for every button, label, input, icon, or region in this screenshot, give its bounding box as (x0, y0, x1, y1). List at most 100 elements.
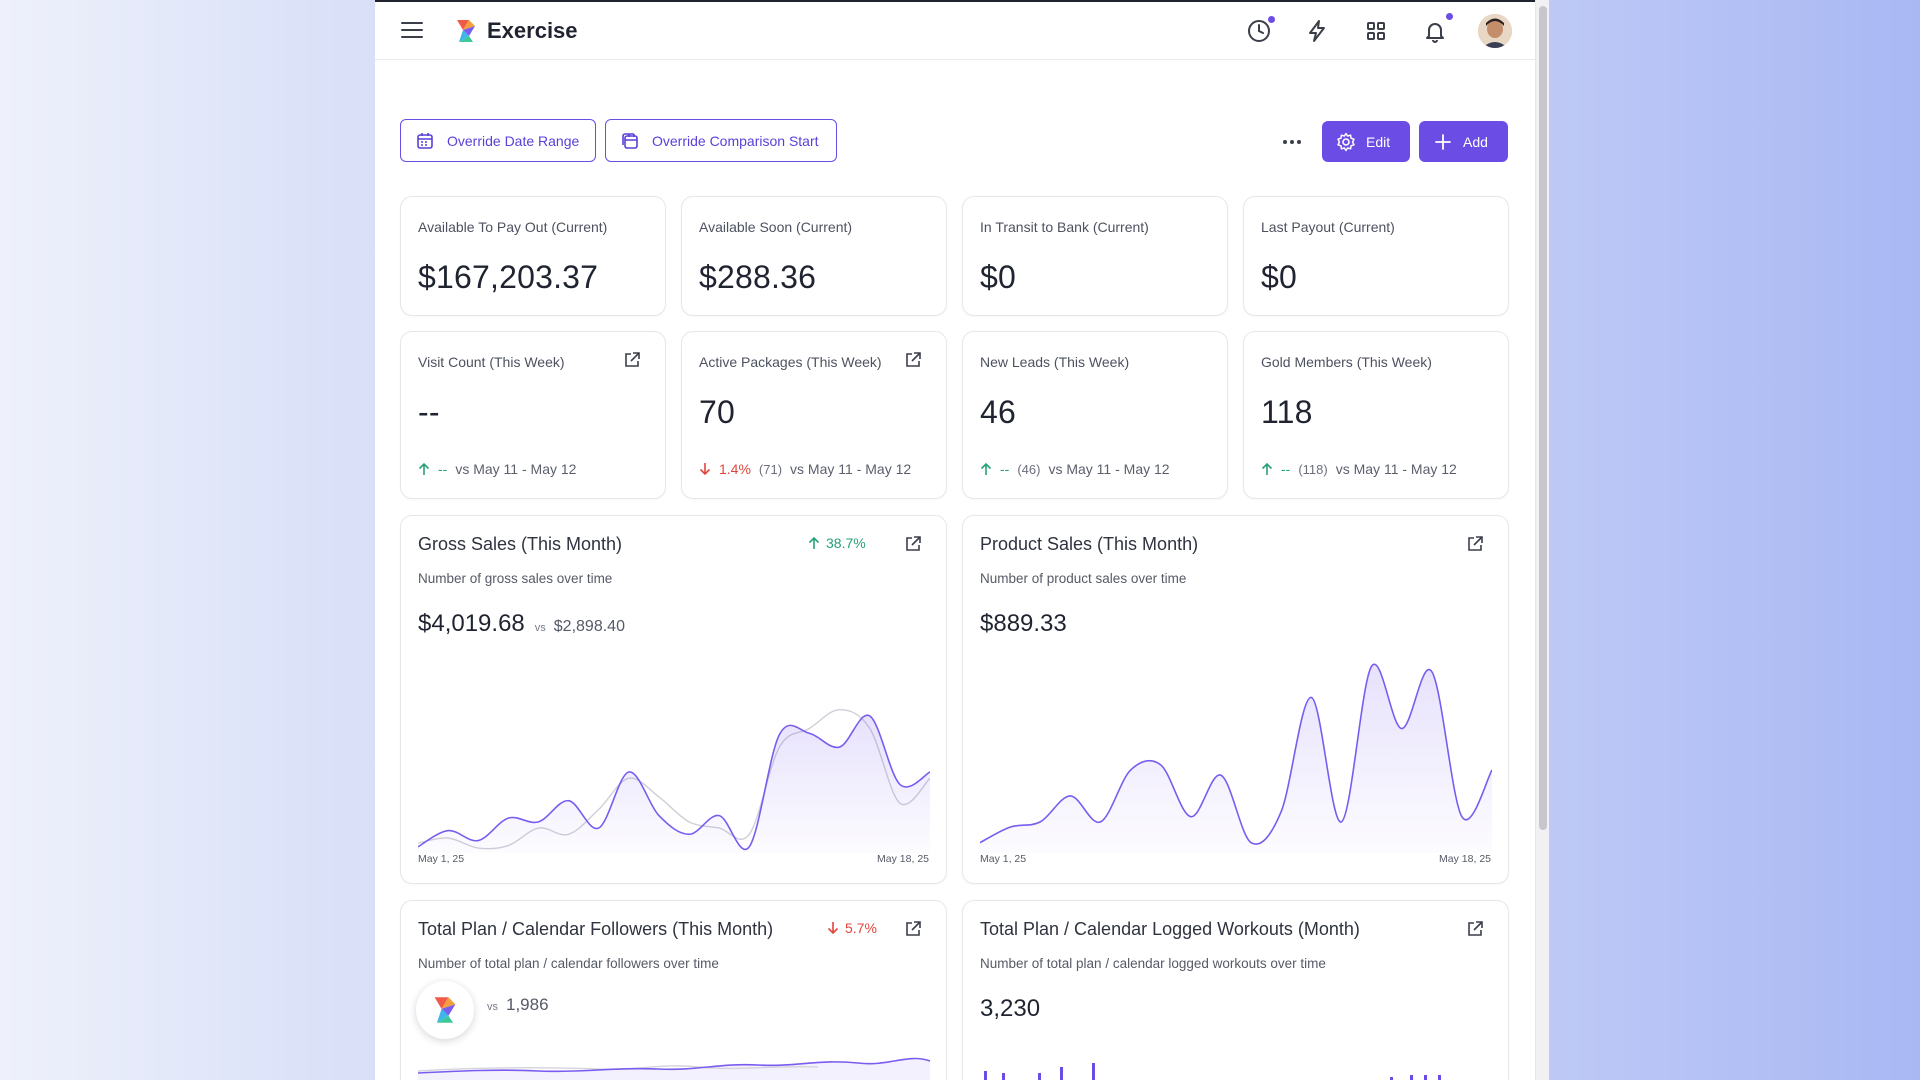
scrollbar-thumb[interactable] (1539, 6, 1547, 830)
series-area (980, 664, 1492, 853)
chart-subtitle: Number of gross sales over time (418, 571, 613, 586)
stat-previous: (71) (758, 461, 783, 477)
chart-total-value: $4,019.68 (418, 610, 525, 637)
edit-label: Edit (1366, 133, 1391, 150)
override-date-range-button[interactable]: Override Date Range (400, 119, 596, 162)
workout-bar (1390, 1077, 1393, 1080)
stat-label: New Leads (This Week) (980, 354, 1130, 370)
chart-compare-value: $2,898.40 (553, 618, 625, 635)
x-axis-end-label: May 18, 25 (877, 853, 929, 865)
series-line-current (980, 663, 1492, 845)
stat-value: 46 (980, 394, 1016, 430)
workout-bar (1410, 1075, 1413, 1080)
bell-icon[interactable] (1421, 17, 1449, 45)
chart-card-product-sales[interactable]: Product Sales (This Month) Number of pro… (962, 515, 1509, 884)
more-options-icon[interactable] (1280, 130, 1304, 154)
chart-card-gross-sales[interactable]: Gross Sales (This Month) 38.7% Number of… (400, 515, 947, 884)
chart-compare-value: 1,986 (506, 995, 549, 1014)
edit-button[interactable]: Edit (1322, 121, 1410, 162)
calendar-icon (417, 132, 433, 149)
chart-total: 3,230 (980, 995, 1040, 1023)
plus-icon (1435, 133, 1451, 150)
chart-total-value: $889.33 (980, 610, 1067, 637)
override-comparison-start-label: Override Comparison Start (652, 132, 819, 149)
chart-total: $889.33 (980, 610, 1067, 638)
stat-vs-range: vs May 11 - May 12 (790, 461, 912, 477)
product-sales-chart[interactable] (980, 656, 1492, 861)
external-link-icon[interactable] (904, 351, 922, 369)
override-comparison-start-button[interactable]: Override Comparison Start (605, 119, 837, 162)
external-link-icon[interactable] (904, 920, 922, 938)
stat-delta: -- (1281, 461, 1291, 477)
history-icon[interactable] (1245, 17, 1273, 45)
gross-sales-chart[interactable] (418, 691, 930, 861)
chart-card-logged-workouts[interactable]: Total Plan / Calendar Logged Workouts (M… (962, 900, 1509, 1080)
page-scrollbar[interactable] (1535, 0, 1549, 1080)
stat-card-in-transit[interactable]: In Transit to Bank (Current) $0 (962, 196, 1228, 316)
chart-total: vs 1,986 (487, 995, 549, 1015)
add-button[interactable]: Add (1419, 121, 1508, 162)
external-link-icon[interactable] (1466, 920, 1484, 938)
chart-title: Product Sales (This Month) (980, 534, 1199, 554)
chart-title: Gross Sales (This Month) (418, 534, 623, 554)
avatar[interactable] (1478, 14, 1512, 48)
external-link-icon[interactable] (1466, 535, 1484, 553)
override-date-range-label: Override Date Range (447, 132, 580, 149)
add-label: Add (1463, 133, 1488, 150)
logged-workouts-chart[interactable] (980, 1061, 1492, 1080)
arrow-down-icon (827, 922, 839, 935)
stat-delta: 1.4% (719, 461, 751, 477)
chart-subtitle: Number of product sales over time (980, 571, 1187, 586)
external-link-icon[interactable] (623, 351, 641, 369)
stat-previous: (118) (1298, 461, 1328, 477)
workout-bar (1438, 1075, 1441, 1080)
workout-bar (1038, 1073, 1041, 1080)
stat-delta: -- (438, 461, 448, 477)
menu-icon[interactable] (401, 22, 423, 40)
chart-vs-label: vs (487, 1001, 498, 1013)
arrow-down-icon (699, 463, 711, 476)
top-bar: Exercise (375, 2, 1535, 60)
loading-spinner (416, 981, 474, 1039)
workout-bar (1060, 1067, 1063, 1080)
arrow-up-icon (808, 536, 820, 549)
series-line-current (418, 714, 930, 851)
stat-card-active-packages[interactable]: Active Packages (This Week) 70 1.4% (71)… (681, 331, 947, 499)
stat-label: Visit Count (This Week) (418, 354, 565, 370)
workout-bar (1002, 1073, 1005, 1080)
stat-card-gold-members[interactable]: Gold Members (This Week) 118 -- (118) vs… (1243, 331, 1509, 499)
followers-chart[interactable] (418, 1041, 930, 1080)
stat-card-last-payout[interactable]: Last Payout (Current) $0 (1243, 196, 1509, 316)
stat-comparison: -- vs May 11 - May 12 (418, 461, 576, 477)
chart-change-badge: 5.7% (827, 920, 877, 936)
stat-value: -- (418, 394, 440, 430)
app-window: Exercise (375, 0, 1549, 1080)
chart-card-followers[interactable]: Total Plan / Calendar Followers (This Mo… (400, 900, 947, 1080)
stat-card-new-leads[interactable]: New Leads (This Week) 46 -- (46) vs May … (962, 331, 1228, 499)
arrow-up-icon (980, 462, 992, 475)
x-axis-start-label: May 1, 25 (980, 853, 1027, 865)
stat-comparison: -- (118) vs May 11 - May 12 (1261, 461, 1457, 477)
chart-total: $4,019.68 vs $2,898.40 (418, 610, 625, 638)
stat-value: $0 (1261, 259, 1297, 295)
workout-bar (1092, 1063, 1095, 1080)
stat-vs-range: vs May 11 - May 12 (455, 461, 577, 477)
chart-total-value: 3,230 (980, 995, 1041, 1022)
stat-label: Available Soon (Current) (699, 219, 853, 235)
arrow-up-icon (1261, 462, 1273, 475)
stat-label: Last Payout (Current) (1261, 219, 1395, 235)
stat-card-visit-count[interactable]: Visit Count (This Week) -- -- vs May 11 … (400, 331, 666, 499)
stat-value: $0 (980, 259, 1016, 295)
apps-grid-icon[interactable] (1362, 17, 1390, 45)
lightning-icon[interactable] (1303, 17, 1331, 45)
workout-bar (984, 1071, 987, 1080)
chart-subtitle: Number of total plan / calendar logged w… (980, 956, 1326, 971)
x-axis-start-label: May 1, 25 (418, 853, 465, 865)
external-link-icon[interactable] (904, 535, 922, 553)
stat-label: In Transit to Bank (Current) (980, 219, 1149, 235)
logo-icon (457, 20, 475, 42)
stat-card-available-to-pay-out[interactable]: Available To Pay Out (Current) $167,203.… (400, 196, 666, 316)
chart-vs-label: vs (534, 622, 546, 634)
chart-title: Total Plan / Calendar Followers (This Mo… (418, 919, 774, 939)
stat-card-available-soon[interactable]: Available Soon (Current) $288.36 (681, 196, 947, 316)
